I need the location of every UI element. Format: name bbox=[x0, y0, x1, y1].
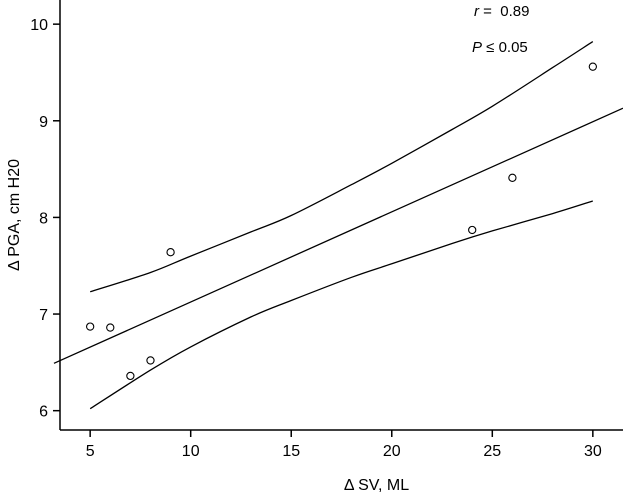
regression-curves bbox=[53, 41, 623, 410]
data-point bbox=[86, 322, 95, 331]
x-tick-label: 15 bbox=[282, 443, 300, 460]
x-tick-label: 30 bbox=[584, 443, 602, 460]
r-value: = 0.89 bbox=[479, 3, 529, 20]
y-tick-label: 7 bbox=[39, 307, 48, 324]
y-tick-label: 8 bbox=[39, 210, 48, 227]
data-point bbox=[166, 248, 175, 257]
x-axis-title: Δ SV, ML bbox=[344, 477, 409, 494]
data-points bbox=[86, 62, 597, 381]
x-tick-label: 10 bbox=[182, 443, 200, 460]
x-tick-label: 20 bbox=[383, 443, 401, 460]
upper-confidence-band bbox=[90, 41, 594, 293]
y-tick-label: 6 bbox=[39, 404, 48, 421]
x-tick-label: 5 bbox=[86, 443, 95, 460]
regression-line bbox=[53, 107, 623, 364]
x-tick-label: 25 bbox=[483, 443, 501, 460]
data-point bbox=[588, 62, 597, 71]
data-point bbox=[468, 225, 477, 235]
p-value-annotation: P ≤ 0.05 bbox=[472, 39, 528, 56]
p-value: ≤ 0.05 bbox=[482, 39, 528, 56]
y-tick-label: 10 bbox=[30, 17, 48, 34]
y-axis-title: Δ PGA, cm H20 bbox=[6, 159, 23, 271]
data-point bbox=[508, 173, 517, 182]
r-symbol: r bbox=[474, 3, 480, 20]
y-tick-label: 9 bbox=[39, 114, 48, 131]
data-point bbox=[126, 371, 135, 381]
axes bbox=[59, 0, 623, 431]
data-point bbox=[106, 323, 115, 332]
p-symbol: P bbox=[472, 39, 482, 56]
lower-confidence-band bbox=[89, 200, 593, 410]
correlation-annotation: r = 0.89 bbox=[474, 3, 529, 20]
ticks: 5 10 15 20 25 30 6 7 8 9 10 bbox=[30, 17, 602, 460]
data-point bbox=[146, 356, 155, 365]
